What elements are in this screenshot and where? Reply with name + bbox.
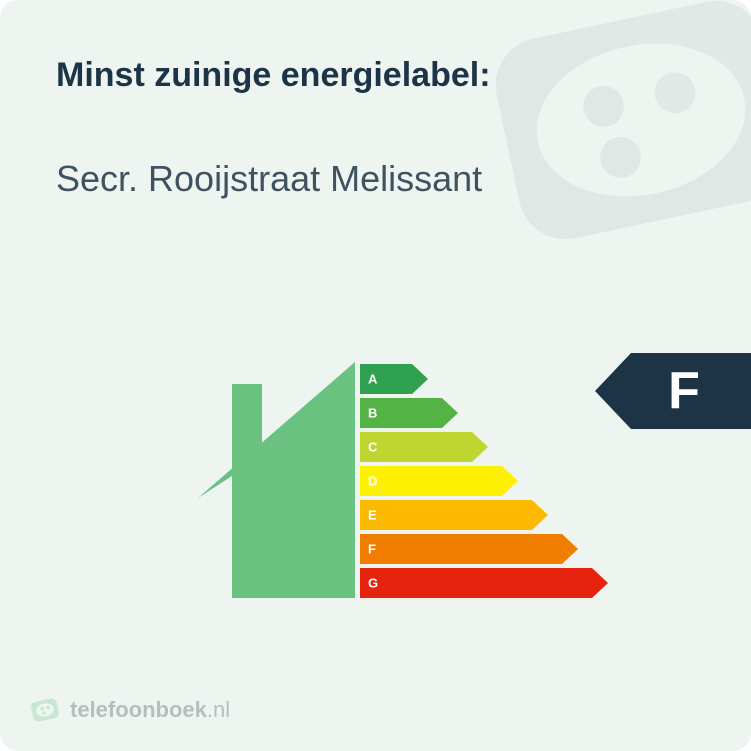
bar-body: G: [360, 568, 592, 598]
energy-bar-d: D: [360, 466, 592, 500]
rating-badge: F: [595, 353, 751, 429]
bar-label: D: [368, 474, 377, 489]
energy-bar-c: C: [360, 432, 592, 466]
watermark-logo: [471, 0, 751, 290]
bar-body: D: [360, 466, 502, 496]
bar-label: A: [368, 372, 377, 387]
rating-letter: F: [631, 353, 751, 429]
bar-label: F: [368, 542, 376, 557]
bar-arrow: [562, 534, 578, 564]
energy-bars: A B C D E F G: [360, 364, 592, 602]
bar-arrow: [442, 398, 458, 428]
bar-body: F: [360, 534, 562, 564]
energy-bar-g: G: [360, 568, 592, 602]
bar-body: A: [360, 364, 412, 394]
bar-arrow: [592, 568, 608, 598]
card-title: Minst zuinige energielabel:: [56, 56, 491, 95]
bar-body: B: [360, 398, 442, 428]
house-icon: [160, 350, 360, 610]
footer-brand-name: telefoonboek: [70, 697, 207, 722]
bar-arrow: [412, 364, 428, 394]
bar-body: E: [360, 500, 532, 530]
rating-badge-arrow: [595, 353, 631, 429]
bar-body: C: [360, 432, 472, 462]
bar-label: G: [368, 576, 378, 591]
bar-arrow: [532, 500, 548, 530]
energy-label-card: Minst zuinige energielabel: Secr. Rooijs…: [0, 0, 751, 751]
energy-bar-b: B: [360, 398, 592, 432]
bar-arrow: [502, 466, 518, 496]
footer-logo-icon: [30, 695, 60, 725]
bar-arrow: [472, 432, 488, 462]
energy-chart: A B C D E F G: [160, 350, 590, 630]
bar-label: B: [368, 406, 377, 421]
bar-label: C: [368, 440, 377, 455]
bar-label: E: [368, 508, 377, 523]
energy-bar-e: E: [360, 500, 592, 534]
energy-bar-f: F: [360, 534, 592, 568]
footer-brand: telefoonboek.nl: [70, 697, 230, 723]
footer-brand-tld: .nl: [207, 697, 230, 722]
card-subtitle: Secr. Rooijstraat Melissant: [56, 158, 482, 200]
footer: telefoonboek.nl: [30, 695, 230, 725]
energy-bar-a: A: [360, 364, 592, 398]
